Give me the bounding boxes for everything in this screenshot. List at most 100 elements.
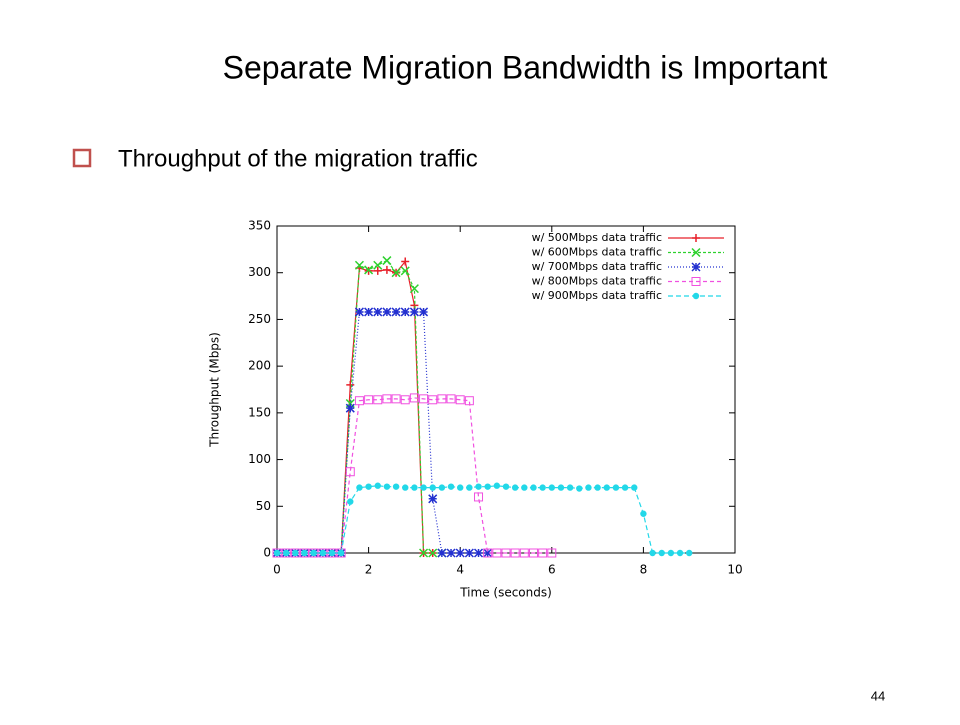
data-point bbox=[383, 483, 391, 490]
data-point bbox=[400, 395, 410, 405]
data-point bbox=[391, 268, 401, 278]
y-tick-label: 250 bbox=[248, 312, 271, 326]
series-line bbox=[277, 485, 690, 554]
data-point bbox=[373, 266, 382, 275]
x-tick-label: 4 bbox=[456, 563, 464, 577]
bullet-icon bbox=[72, 148, 92, 168]
data-point bbox=[420, 484, 427, 491]
data-point bbox=[364, 395, 374, 405]
legend-marker bbox=[692, 292, 700, 300]
data-point bbox=[474, 492, 484, 502]
data-point bbox=[667, 549, 675, 557]
data-point bbox=[483, 548, 493, 558]
data-point bbox=[409, 307, 419, 317]
data-point bbox=[464, 396, 474, 406]
legend-marker bbox=[691, 277, 701, 286]
data-point bbox=[364, 265, 374, 275]
data-point bbox=[382, 394, 392, 404]
data-point bbox=[310, 549, 317, 557]
data-point bbox=[400, 266, 410, 276]
data-point bbox=[686, 549, 693, 557]
data-point bbox=[354, 260, 364, 270]
data-point bbox=[356, 484, 363, 491]
data-point bbox=[603, 484, 610, 491]
data-point bbox=[658, 549, 665, 557]
data-point bbox=[510, 548, 520, 558]
data-point bbox=[273, 549, 281, 557]
data-point bbox=[428, 494, 438, 504]
legend-label: w/ 900Mbps data traffic bbox=[532, 289, 662, 302]
data-point bbox=[457, 484, 464, 491]
data-point bbox=[402, 484, 409, 491]
data-point bbox=[437, 548, 447, 558]
data-point bbox=[493, 482, 501, 489]
data-point bbox=[547, 548, 557, 558]
data-point bbox=[576, 485, 583, 492]
data-point bbox=[446, 394, 456, 404]
data-point bbox=[501, 548, 511, 558]
data-point bbox=[373, 307, 383, 317]
data-point bbox=[382, 256, 392, 266]
page-number: 44 bbox=[871, 688, 885, 703]
data-point bbox=[521, 484, 528, 491]
data-point bbox=[392, 483, 400, 490]
y-tick-label: 50 bbox=[256, 499, 271, 513]
data-point bbox=[354, 307, 364, 317]
x-tick-label: 2 bbox=[365, 563, 373, 577]
data-point bbox=[539, 484, 546, 491]
data-point bbox=[373, 395, 383, 405]
data-point bbox=[473, 548, 484, 558]
data-point bbox=[631, 484, 638, 491]
y-tick-label: 350 bbox=[248, 219, 271, 233]
data-point bbox=[400, 307, 410, 317]
data-point bbox=[354, 396, 364, 406]
data-point bbox=[419, 307, 429, 317]
data-point bbox=[511, 484, 519, 491]
data-point bbox=[409, 284, 419, 294]
legend-label: w/ 700Mbps data traffic bbox=[532, 260, 662, 273]
data-point bbox=[337, 549, 345, 557]
chart: 0 50 100 150 200 250 300 350 0 2 4 6 8 10 Time (second… bbox=[208, 219, 743, 600]
data-point bbox=[438, 484, 446, 491]
data-point bbox=[492, 548, 502, 558]
data-point bbox=[530, 484, 537, 491]
data-point bbox=[585, 484, 592, 491]
data-point bbox=[455, 548, 465, 558]
legend-marker bbox=[691, 262, 701, 272]
y-tick-label: 100 bbox=[248, 452, 271, 466]
data-point bbox=[345, 403, 355, 413]
data-point bbox=[428, 395, 438, 405]
data-point bbox=[411, 484, 418, 491]
data-point bbox=[612, 484, 620, 491]
data-point bbox=[373, 260, 383, 270]
data-point bbox=[429, 484, 436, 491]
data-point bbox=[437, 394, 447, 404]
data-point bbox=[281, 548, 291, 558]
data-point bbox=[290, 548, 300, 558]
bullet-text: Throughput of the migration traffic bbox=[118, 145, 478, 172]
data-point bbox=[328, 549, 336, 557]
data-point bbox=[557, 484, 565, 491]
data-point bbox=[428, 548, 438, 558]
data-point bbox=[346, 380, 355, 389]
data-point bbox=[409, 393, 419, 403]
data-point bbox=[401, 257, 410, 266]
data-point bbox=[484, 483, 491, 490]
x-tick-label: 6 bbox=[548, 563, 556, 577]
data-point bbox=[502, 483, 510, 490]
data-point bbox=[640, 510, 647, 517]
data-point bbox=[649, 549, 656, 557]
data-point bbox=[483, 548, 493, 558]
x-tick-label: 10 bbox=[727, 563, 742, 577]
data-point bbox=[382, 307, 392, 317]
data-point bbox=[347, 498, 354, 505]
data-point bbox=[345, 467, 355, 477]
data-point bbox=[419, 394, 429, 404]
data-point bbox=[455, 395, 465, 405]
x-tick-label: 8 bbox=[640, 563, 648, 577]
data-point bbox=[282, 549, 290, 557]
y-axis-label: Throughput (Mbps) bbox=[208, 332, 222, 448]
